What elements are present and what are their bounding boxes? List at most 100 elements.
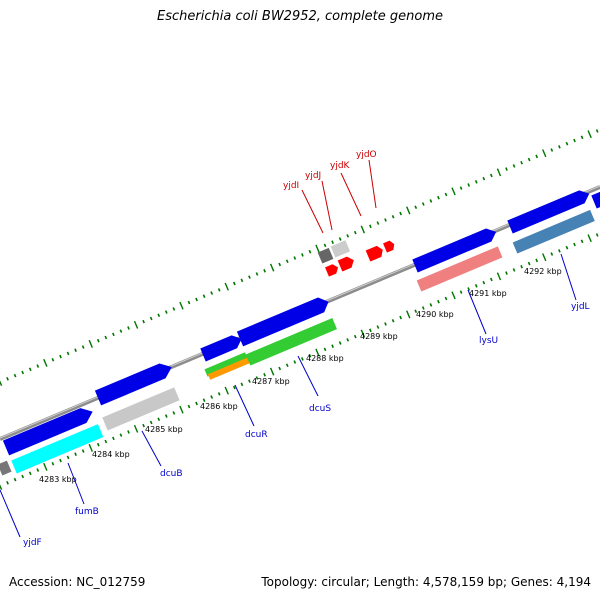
- upper-tick: [437, 195, 440, 200]
- lower-tick: [269, 367, 275, 376]
- kbp-label: 4283 kbp: [39, 475, 77, 484]
- upper-tick: [565, 141, 569, 146]
- lower-tick: [255, 376, 259, 380]
- upper-tick: [112, 332, 115, 337]
- gene-label-dcuB[interactable]: dcuB: [160, 469, 183, 479]
- lower-tick: [133, 424, 139, 433]
- lower-tick: [550, 252, 554, 256]
- gene-forward-2[interactable]: [94, 360, 175, 406]
- kbp-label: 4291 kbp: [469, 289, 507, 298]
- lower-tick: [474, 283, 478, 288]
- lower-tick: [13, 477, 17, 482]
- upper-tick: [444, 192, 448, 197]
- gene-lysU[interactable]: [416, 246, 503, 292]
- lower-tick: [338, 341, 342, 345]
- gene-label-yjdK[interactable]: yjdK: [330, 161, 351, 171]
- lower-tick: [285, 363, 289, 368]
- gene-yjdF-forward[interactable]: [2, 404, 96, 456]
- lower-tick: [369, 328, 372, 333]
- upper-tick: [232, 281, 236, 286]
- upper-tick: [353, 230, 357, 235]
- upper-tick: [376, 221, 380, 225]
- gene-dcuB[interactable]: [102, 387, 180, 431]
- gene-yjdI-red[interactable]: [325, 263, 340, 277]
- gene-forward-6[interactable]: [507, 187, 592, 234]
- gene-label-yjdF[interactable]: yjdF: [23, 538, 42, 548]
- lower-tick: [565, 245, 569, 250]
- gene-yjdO-red[interactable]: [383, 240, 396, 253]
- upper-tick: [187, 300, 191, 305]
- upper-tick: [51, 357, 55, 362]
- lower-tick: [43, 462, 48, 471]
- upper-tick: [587, 130, 592, 139]
- upper-tick: [263, 269, 266, 273]
- gene-fumB[interactable]: [11, 424, 104, 474]
- lower-tick: [496, 272, 502, 281]
- upper-tick: [482, 176, 486, 181]
- gene-yjdJ-gray[interactable]: [330, 240, 351, 258]
- kbp-label: 4290 kbp: [416, 310, 454, 319]
- gene-label-yjdO[interactable]: yjdO: [356, 150, 377, 160]
- gene-label-lysU[interactable]: lysU: [479, 336, 498, 346]
- gene-dcuR-orange[interactable]: [207, 357, 251, 380]
- upper-tick: [573, 138, 576, 143]
- upper-tick: [360, 225, 366, 234]
- lower-tick: [429, 303, 433, 307]
- lower-tick: [36, 468, 40, 472]
- lower-tick: [391, 318, 395, 323]
- kbp-label: 4285 kbp: [145, 425, 183, 434]
- upper-tick: [489, 173, 493, 178]
- gene-label-yjdJ[interactable]: yjdJ: [305, 171, 321, 181]
- upper-tick: [179, 301, 184, 310]
- lower-tick: [224, 386, 229, 395]
- lower-tick: [542, 253, 547, 262]
- lower-tick: [444, 296, 448, 301]
- gene-forward-4[interactable]: [236, 294, 332, 347]
- gene-yjdF-gray[interactable]: [0, 460, 12, 476]
- gene-forward-5[interactable]: [412, 225, 499, 273]
- upper-tick: [474, 179, 478, 184]
- gene-label-fumB[interactable]: fumB: [75, 507, 99, 517]
- lower-tick: [96, 442, 100, 447]
- upper-tick: [104, 335, 108, 340]
- upper-tick: [119, 329, 123, 333]
- gene-dcuR[interactable]: [204, 352, 249, 377]
- upper-tick: [315, 244, 320, 253]
- kbp-label: 4292 kbp: [524, 267, 562, 276]
- gene-yjdI-gray[interactable]: [317, 247, 334, 264]
- lower-tick: [346, 338, 350, 342]
- upper-tick: [323, 243, 327, 248]
- lower-tick: [376, 325, 380, 329]
- lower-tick: [59, 458, 62, 463]
- gene-yjdL[interactable]: [512, 209, 595, 254]
- upper-tick: [36, 364, 40, 368]
- lower-tick: [66, 455, 70, 460]
- gene-label-yjdL[interactable]: yjdL: [571, 302, 590, 312]
- lower-tick: [104, 439, 108, 444]
- gene-label-yjdI[interactable]: yjdI: [283, 181, 299, 191]
- gene-label-dcuS[interactable]: dcuS: [309, 404, 331, 414]
- upper-tick: [172, 307, 176, 311]
- lower-tick: [482, 280, 486, 285]
- lower-tick: [293, 360, 297, 364]
- lower-tick: [399, 315, 403, 320]
- gene-yjdJ-red[interactable]: [337, 255, 356, 272]
- lower-tick: [51, 461, 55, 466]
- gene-dcuS[interactable]: [245, 318, 337, 366]
- lower-tick: [406, 310, 411, 319]
- lower-tick: [81, 449, 85, 453]
- lower-tick: [587, 234, 592, 243]
- gene-forward-3[interactable]: [200, 332, 244, 362]
- lower-tick: [248, 379, 251, 383]
- upper-tick: [6, 376, 9, 381]
- dotted-guide-lower: [0, 233, 599, 490]
- upper-tick: [96, 338, 100, 343]
- gene-label-dcuR[interactable]: dcuR: [245, 430, 268, 440]
- upper-tick: [28, 367, 32, 372]
- upper-tick: [331, 240, 334, 244]
- upper-tick: [512, 164, 516, 168]
- gene-yjdK-red[interactable]: [365, 244, 385, 262]
- lower-tick: [535, 258, 539, 263]
- gene-forward-7[interactable]: [591, 190, 600, 209]
- upper-tick: [535, 154, 539, 159]
